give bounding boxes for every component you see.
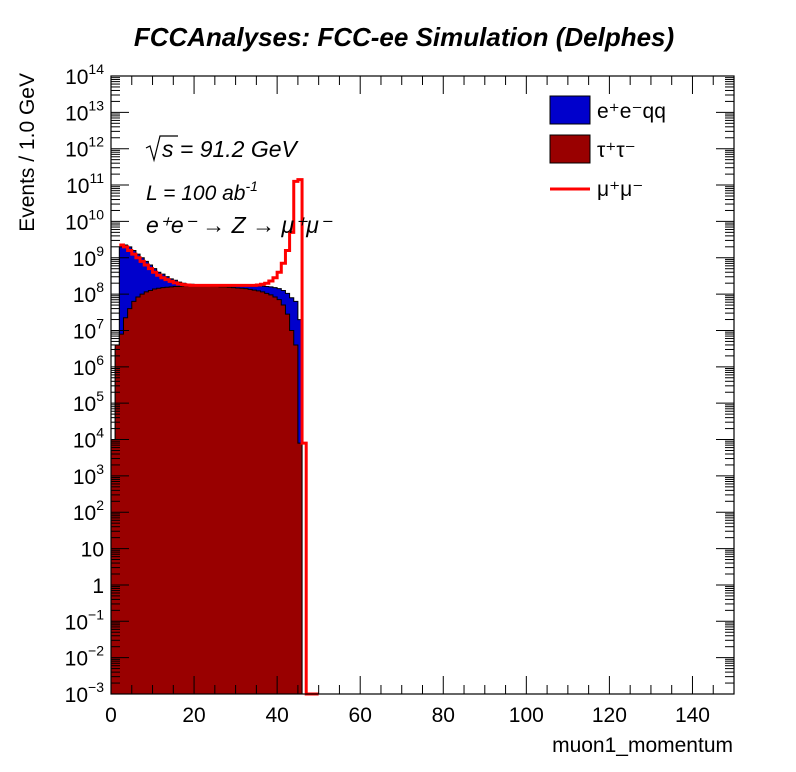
y-tick-label: 1011: [66, 170, 104, 198]
x-tick-label: 100: [509, 704, 544, 727]
y-tick-label: 1014: [65, 61, 104, 89]
legend-entry: μ⁺μ⁻: [550, 178, 643, 201]
y-tick-label: 107: [73, 315, 104, 343]
sqrt-symbol: [145, 135, 178, 163]
process-label: e⁺e⁻ → Z → μ⁺μ⁻: [146, 212, 333, 238]
y-tick-label: 1012: [65, 134, 104, 162]
y-tick-label: 10: [81, 539, 104, 562]
sqrt-s-annotation: s = 91.2 GeV: [145, 135, 300, 163]
y-tick-label: 104: [73, 425, 104, 453]
y-tick-label: 108: [73, 279, 104, 307]
x-tick-label: 20: [182, 704, 205, 727]
histogram-layer: [110, 178, 319, 696]
legend-label: τ⁺τ⁻: [597, 139, 636, 162]
y-tick-label: 1013: [65, 97, 104, 125]
y-axis: 10−3 10−2 10−1 1 10 102 103 104 105 106 107 108 109 1…: [65, 61, 734, 707]
series-mumu-line: [119, 178, 319, 696]
legend-swatch: [549, 134, 591, 164]
annotations: s = 91.2 GeV L = 100 ab-1 e⁺e⁻ → Z → μ⁺μ…: [145, 135, 333, 238]
x-tick-label: 40: [265, 704, 288, 727]
y-tick-label: 10−3: [65, 679, 105, 707]
luminosity-exponent: -1: [245, 178, 257, 194]
legend-label: e⁺e⁻qq: [597, 100, 666, 123]
y-tick-label: 1: [92, 575, 104, 598]
x-axis-title: muon1_momentum: [552, 734, 733, 757]
legend: e⁺e⁻qq τ⁺τ⁻ μ⁺μ⁻: [549, 95, 666, 201]
y-tick-label: 105: [73, 388, 104, 416]
luminosity-label: L = 100 ab-1: [146, 178, 258, 205]
y-tick-label: 1010: [65, 206, 104, 234]
x-tick-label: 120: [592, 704, 627, 727]
y-tick-label: 106: [73, 352, 104, 380]
x-tick-label: 60: [349, 704, 372, 727]
legend-entry: τ⁺τ⁻: [549, 134, 636, 164]
legend-entry: e⁺e⁻qq: [549, 95, 666, 125]
x-tick-label: 0: [105, 704, 117, 727]
y-tick-label: 102: [73, 497, 104, 525]
y-tick-label: 10−1: [65, 606, 105, 634]
chart-title: FCCAnalyses: FCC-ee Simulation (Delphes): [134, 22, 674, 52]
y-tick-label: 10−2: [65, 643, 105, 671]
y-tick-label: 103: [73, 461, 104, 489]
x-tick-label: 80: [432, 704, 455, 727]
y-tick-label: 109: [73, 243, 104, 271]
luminosity-text: L = 100 ab: [146, 182, 246, 205]
y-axis-title: Events / 1.0 GeV: [16, 73, 39, 232]
series-tautau-area: [110, 285, 303, 695]
sqrt-s-label: s = 91.2 GeV: [162, 136, 300, 162]
x-tick-label: 140: [675, 704, 710, 727]
x-axis: 0 20 40 60 80 100 120 140: [105, 76, 735, 727]
legend-swatch: [549, 95, 591, 125]
legend-label: μ⁺μ⁻: [597, 178, 643, 201]
